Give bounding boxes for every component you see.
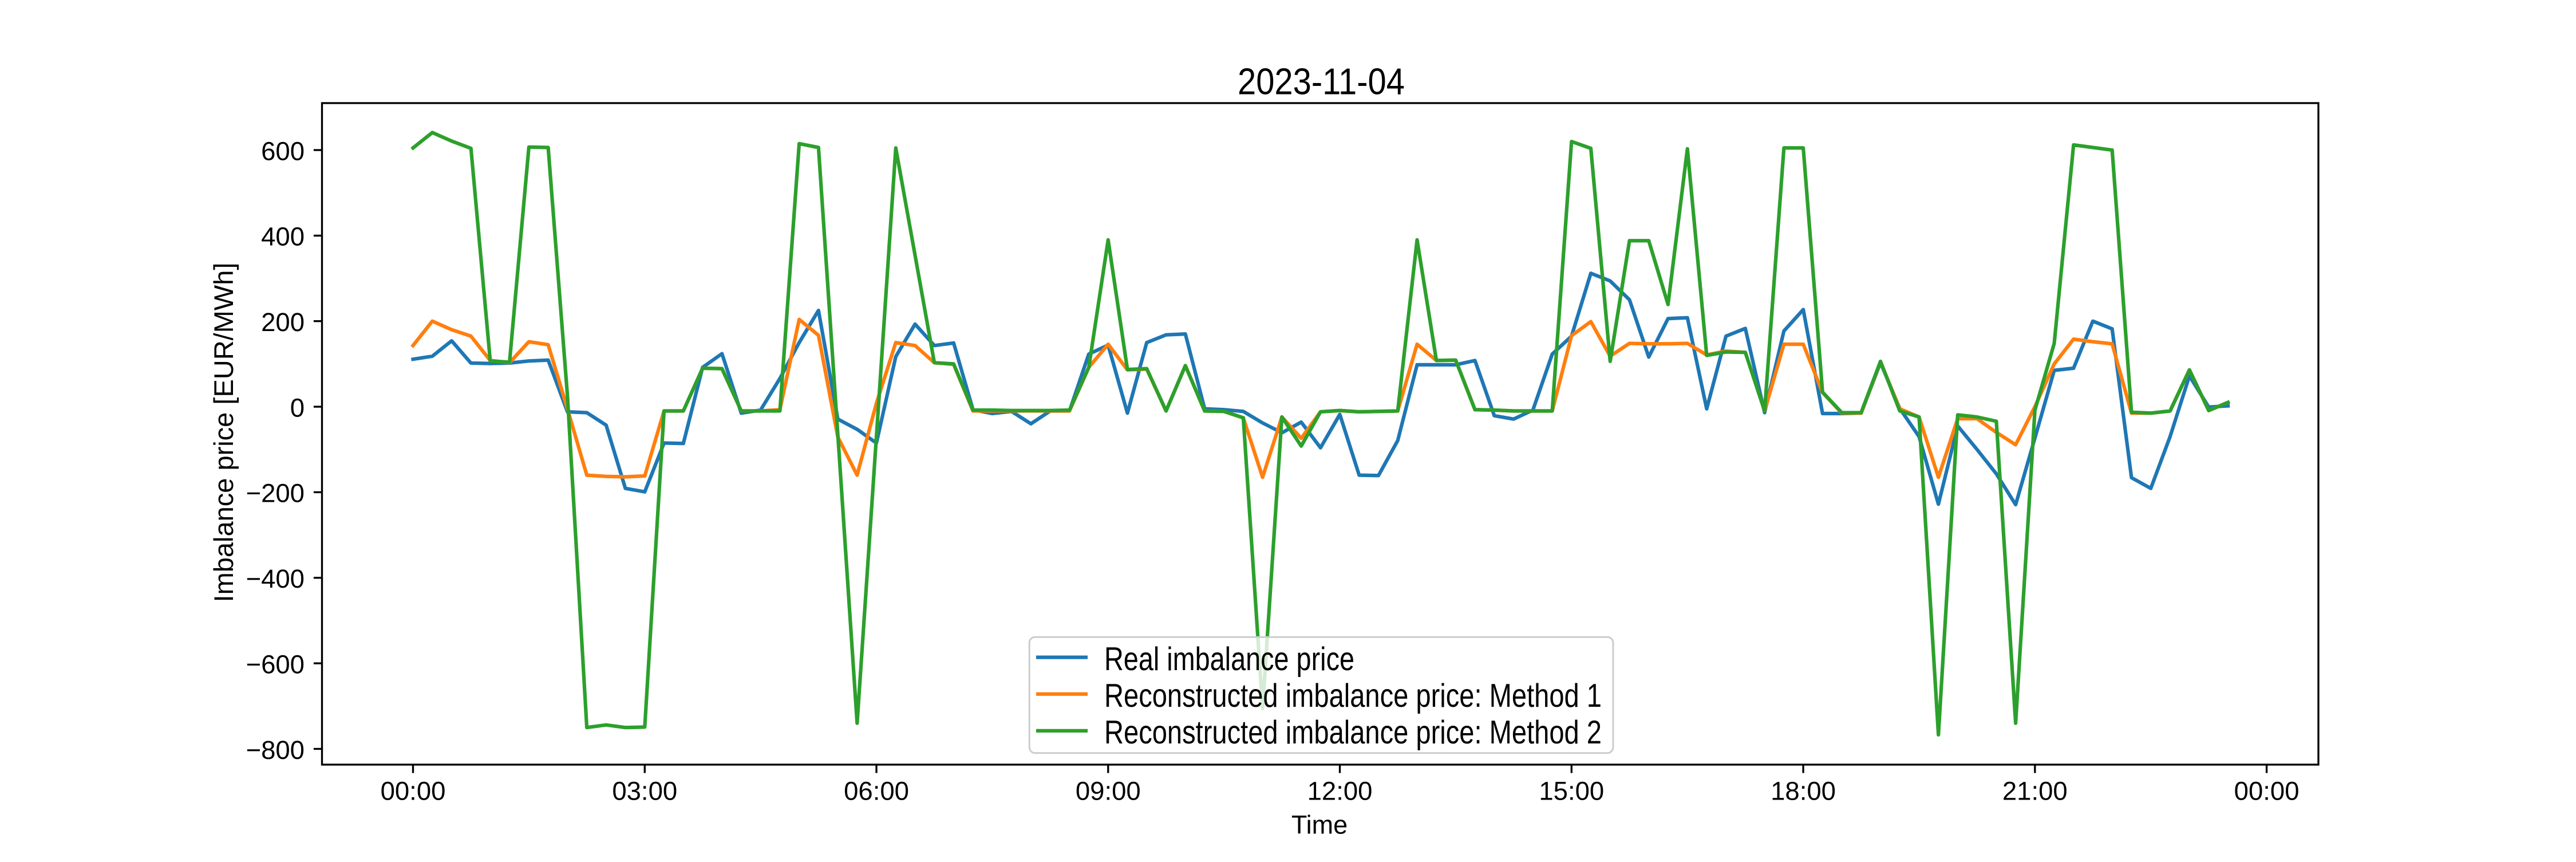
- svg-text:21:00: 21:00: [2002, 776, 2068, 805]
- svg-text:03:00: 03:00: [612, 776, 677, 805]
- svg-text:600: 600: [261, 136, 305, 166]
- svg-text:−600: −600: [246, 650, 305, 679]
- svg-text:2023-11-04: 2023-11-04: [1238, 61, 1405, 103]
- svg-text:00:00: 00:00: [2234, 776, 2300, 805]
- svg-text:400: 400: [261, 222, 305, 251]
- svg-text:Reconstructed imbalance price:: Reconstructed imbalance price: Method 2: [1104, 714, 1602, 751]
- svg-text:Time: Time: [1291, 810, 1348, 840]
- svg-text:0: 0: [290, 393, 305, 422]
- svg-text:200: 200: [261, 308, 305, 337]
- svg-text:12:00: 12:00: [1307, 776, 1373, 805]
- svg-text:−200: −200: [246, 479, 305, 508]
- svg-text:09:00: 09:00: [1076, 776, 1141, 805]
- svg-text:00:00: 00:00: [381, 776, 446, 805]
- svg-text:−400: −400: [246, 564, 305, 593]
- svg-text:18:00: 18:00: [1771, 776, 1836, 805]
- svg-text:Imbalance price [EUR/MWh]: Imbalance price [EUR/MWh]: [208, 263, 239, 603]
- svg-text:−800: −800: [246, 735, 305, 765]
- svg-text:06:00: 06:00: [844, 776, 909, 805]
- svg-text:Real imbalance price: Real imbalance price: [1104, 641, 1354, 678]
- svg-text:Reconstructed imbalance price:: Reconstructed imbalance price: Method 1: [1104, 678, 1602, 714]
- svg-text:15:00: 15:00: [1539, 776, 1604, 805]
